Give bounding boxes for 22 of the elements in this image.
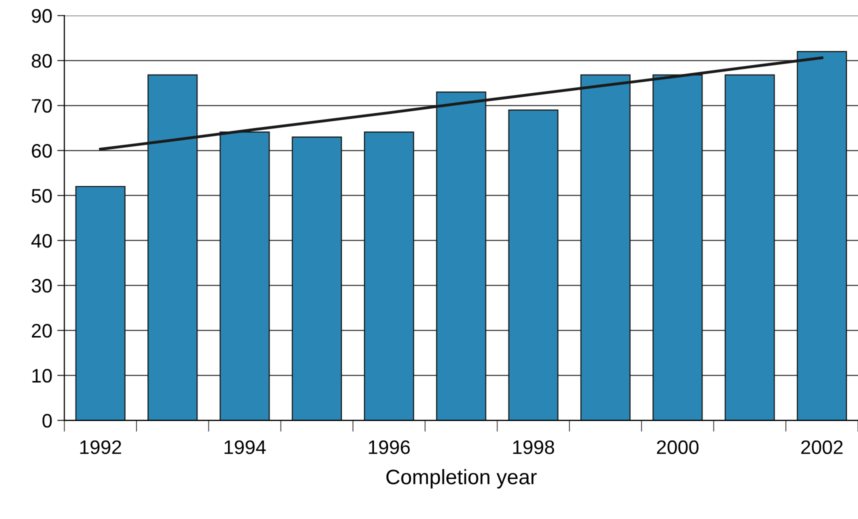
y-tick-label: 0 (42, 414, 52, 428)
bar (508, 109, 558, 420)
bar (364, 132, 414, 420)
x-tick-label: 1992 (80, 440, 122, 454)
x-tick-label: 1994 (224, 440, 266, 454)
x-tick-label: 2000 (656, 440, 698, 454)
x-tick-label: 1996 (368, 440, 410, 454)
x-tick-label: 1998 (513, 440, 554, 454)
x-axis-title: Completion year (386, 469, 537, 488)
x-tick-label: 2002 (801, 440, 843, 454)
y-tick-label: 70 (32, 99, 52, 113)
y-tick-label: 20 (32, 324, 52, 338)
y-tick-label: 80 (32, 54, 52, 68)
bar (292, 136, 342, 420)
y-tick-label: 30 (32, 278, 52, 293)
bar (724, 74, 775, 420)
y-tick-label: 10 (32, 368, 52, 383)
y-tick-label: 60 (32, 144, 52, 158)
y-tick-label: 40 (31, 234, 52, 248)
bar (75, 186, 126, 420)
y-tick-label: 90 (32, 9, 52, 23)
y-tick-label: 50 (32, 188, 52, 203)
